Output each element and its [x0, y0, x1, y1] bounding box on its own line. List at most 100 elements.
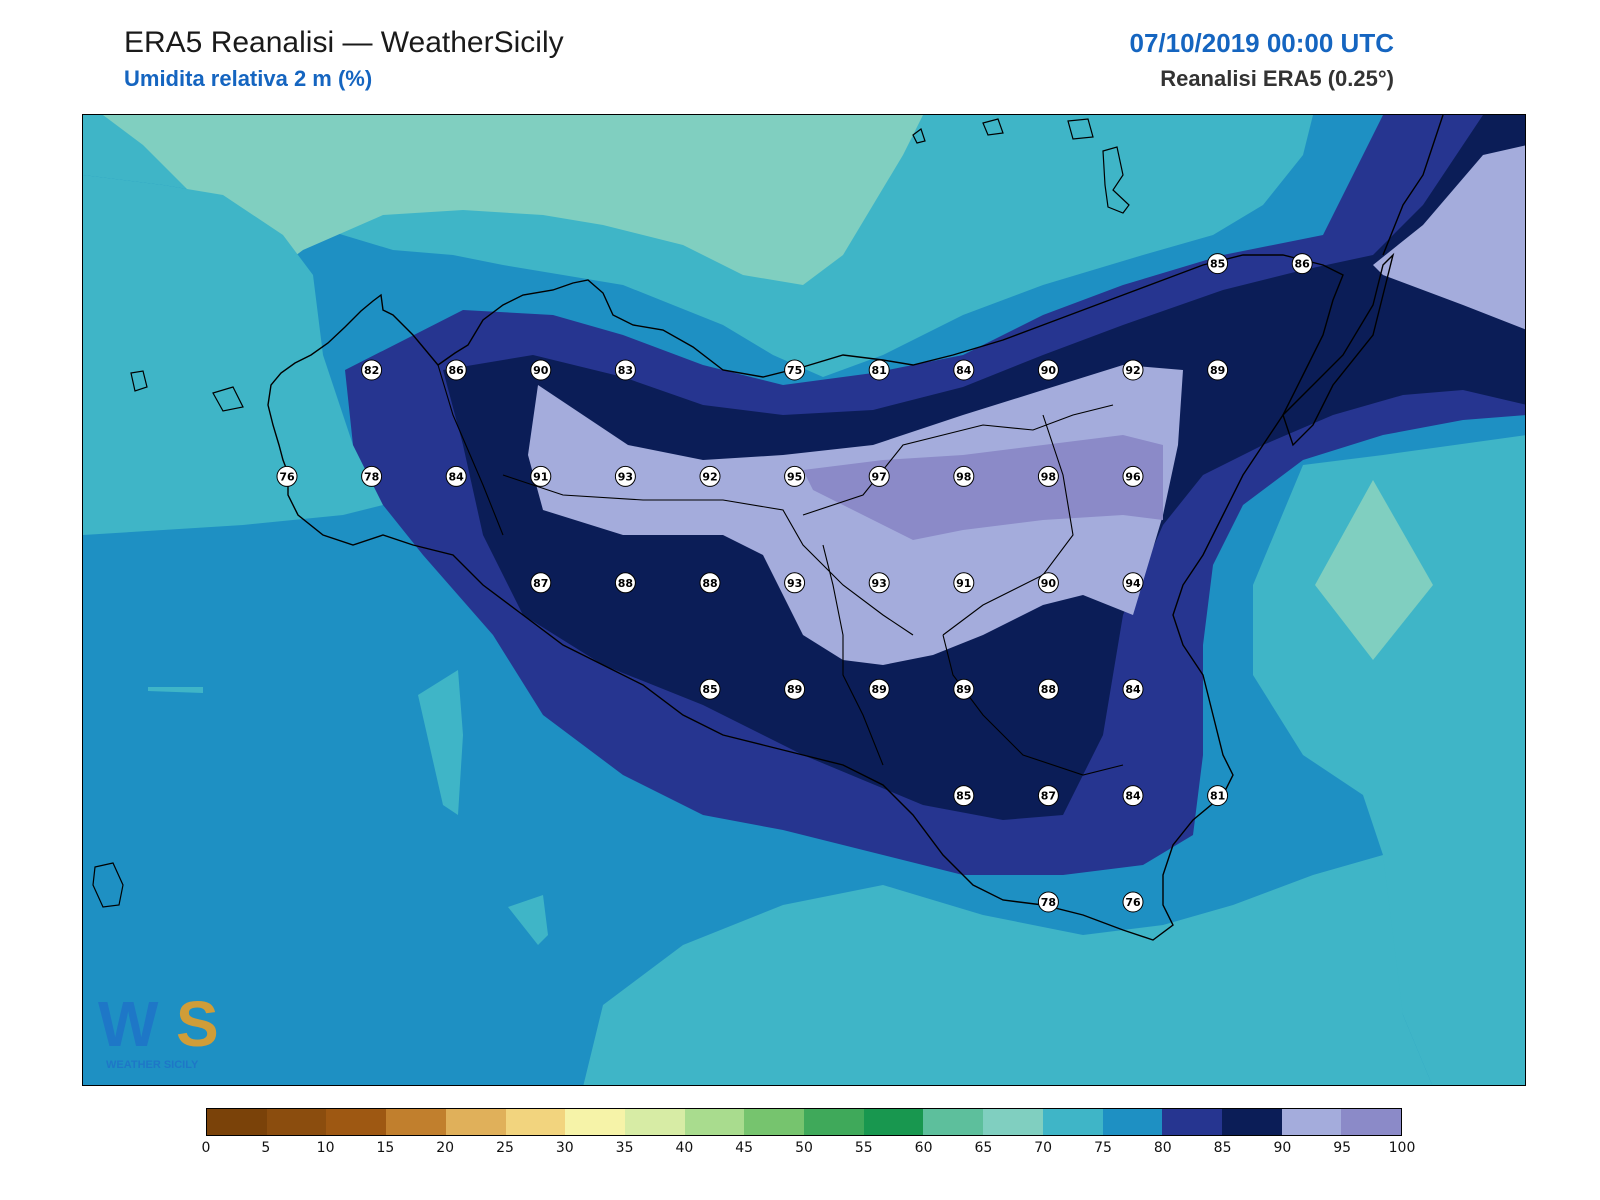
colorbar-tick-label: 85	[1213, 1140, 1232, 1156]
colorbar-ticks: 0 5 10 15 20 25 30 35 40 45 50 55 60 65 70 75 80 85 90 95 10…	[202, 1140, 1416, 1160]
station-value: 82	[364, 364, 379, 377]
island-alicudi	[982, 118, 1004, 136]
station-value: 78	[1041, 896, 1056, 909]
station-marker: 89	[868, 678, 890, 700]
colorbar-tick-label: 95	[1333, 1140, 1352, 1156]
colorbar-segment	[386, 1109, 446, 1135]
band-70-75-west	[83, 175, 383, 535]
colorbar-tick-label: 90	[1273, 1140, 1292, 1156]
svg-text:W: W	[98, 988, 159, 1060]
station-marker: 75	[784, 359, 806, 381]
colorbar-tick-label: 100	[1388, 1140, 1416, 1156]
station-value: 81	[1210, 790, 1225, 803]
station-marker: 92	[699, 465, 721, 487]
station-value: 92	[702, 470, 717, 483]
colorbar-segment	[983, 1109, 1043, 1135]
station-value: 93	[872, 577, 887, 590]
station-marker: 87	[530, 572, 552, 594]
station-value: 78	[364, 470, 379, 483]
svg-text:WEATHER SICILY: WEATHER SICILY	[106, 1059, 199, 1071]
station-marker: 83	[614, 359, 636, 381]
station-value: 98	[956, 470, 971, 483]
station-marker: 84	[445, 465, 467, 487]
patch-70-75-c	[148, 687, 203, 693]
station-marker: 89	[953, 678, 975, 700]
colorbar-tick-label: 45	[735, 1140, 754, 1156]
colorbar-segment	[505, 1109, 566, 1135]
island-ustica	[912, 128, 926, 144]
station-value: 88	[618, 577, 633, 590]
station-value: 89	[956, 683, 971, 696]
station-value: 84	[1125, 683, 1141, 696]
station-value: 87	[1041, 790, 1056, 803]
colorbar-tick-label: 20	[436, 1140, 455, 1156]
station-marker: 96	[1122, 465, 1144, 487]
station-marker: 85	[953, 785, 975, 807]
station-value: 86	[1295, 258, 1311, 271]
colorbar-segment	[326, 1109, 387, 1135]
station-value: 87	[533, 577, 548, 590]
colorbar-segment	[624, 1109, 685, 1135]
colorbar-tick-label: 50	[795, 1140, 813, 1156]
colorbar-segment	[1221, 1109, 1282, 1135]
station-markers: 82 86 90 83 75 81 84 90 92 89 85 86 76 78 84 91 93 92 95 97…	[276, 253, 1313, 913]
station-marker: 88	[614, 572, 636, 594]
colorbar-segment	[266, 1109, 327, 1135]
station-value: 84	[449, 470, 465, 483]
station-value: 86	[449, 364, 465, 377]
station-marker: 85	[699, 678, 721, 700]
station-value: 92	[1125, 364, 1140, 377]
colorbar-tick-label: 5	[261, 1140, 271, 1156]
calabria-coast-north	[1382, 115, 1444, 256]
station-value: 96	[1125, 470, 1141, 483]
map-datetime: 07/10/2019 00:00 UTC	[1129, 28, 1394, 58]
station-marker: 94	[1122, 572, 1144, 594]
colorbar-segment	[1162, 1109, 1222, 1135]
station-value: 76	[1125, 896, 1141, 909]
station-value: 75	[787, 364, 802, 377]
station-marker: 89	[1207, 359, 1229, 381]
station-value: 83	[618, 364, 633, 377]
colorbar-segment	[445, 1109, 506, 1135]
map-title: ERA5 Reanalisi — WeatherSicily	[124, 26, 564, 59]
station-marker: 90	[1037, 359, 1059, 381]
colorbar-tick-label: 80	[1153, 1140, 1172, 1156]
station-marker: 84	[1122, 678, 1144, 700]
band-90-95	[528, 365, 1183, 665]
station-value: 84	[956, 364, 972, 377]
province-borders	[437, 364, 1124, 776]
colorbar-tick-label: 60	[914, 1140, 933, 1156]
humidity-contour-layer: 82 86 90 83 75 81 84 90 92 89 85 86 76 78 84 91 93 92 95 97…	[83, 115, 1525, 1085]
logo-graphic: W S WEATHER SICILY	[98, 988, 219, 1071]
station-value: 81	[872, 364, 887, 377]
station-marker: 91	[530, 465, 552, 487]
island-salina	[1067, 118, 1094, 140]
colorbar-tick-label: 55	[854, 1140, 873, 1156]
colorbar-segment	[923, 1109, 984, 1135]
sicily-coastline	[267, 254, 1344, 941]
station-marker: 98	[1037, 465, 1059, 487]
station-value: 90	[533, 364, 549, 377]
station-value: 91	[956, 577, 971, 590]
band-95-100	[803, 435, 1163, 540]
colorbar-tick-label: 40	[675, 1140, 694, 1156]
station-value: 90	[1041, 577, 1057, 590]
map-source: Reanalisi ERA5 (0.25°)	[1160, 66, 1394, 91]
station-marker: 76	[1122, 891, 1144, 913]
station-value: 89	[1210, 364, 1225, 377]
station-value: 94	[1125, 577, 1141, 590]
patch-70-75-b	[508, 895, 548, 945]
band-65-70-north	[103, 115, 923, 285]
station-marker: 84	[953, 359, 975, 381]
island-pantelleria	[92, 862, 124, 908]
station-marker: 89	[784, 678, 806, 700]
station-marker: 86	[1291, 253, 1313, 275]
colorbar-tick-label: 25	[496, 1140, 514, 1156]
map-subtitle: Umidita relativa 2 m (%)	[124, 66, 373, 91]
colorbar-tick-label: 30	[555, 1140, 574, 1156]
station-marker: 82	[361, 359, 383, 381]
colorbar	[206, 1108, 1402, 1136]
station-marker: 88	[1037, 678, 1059, 700]
colorbar-segment	[804, 1109, 864, 1135]
station-marker: 78	[361, 465, 383, 487]
